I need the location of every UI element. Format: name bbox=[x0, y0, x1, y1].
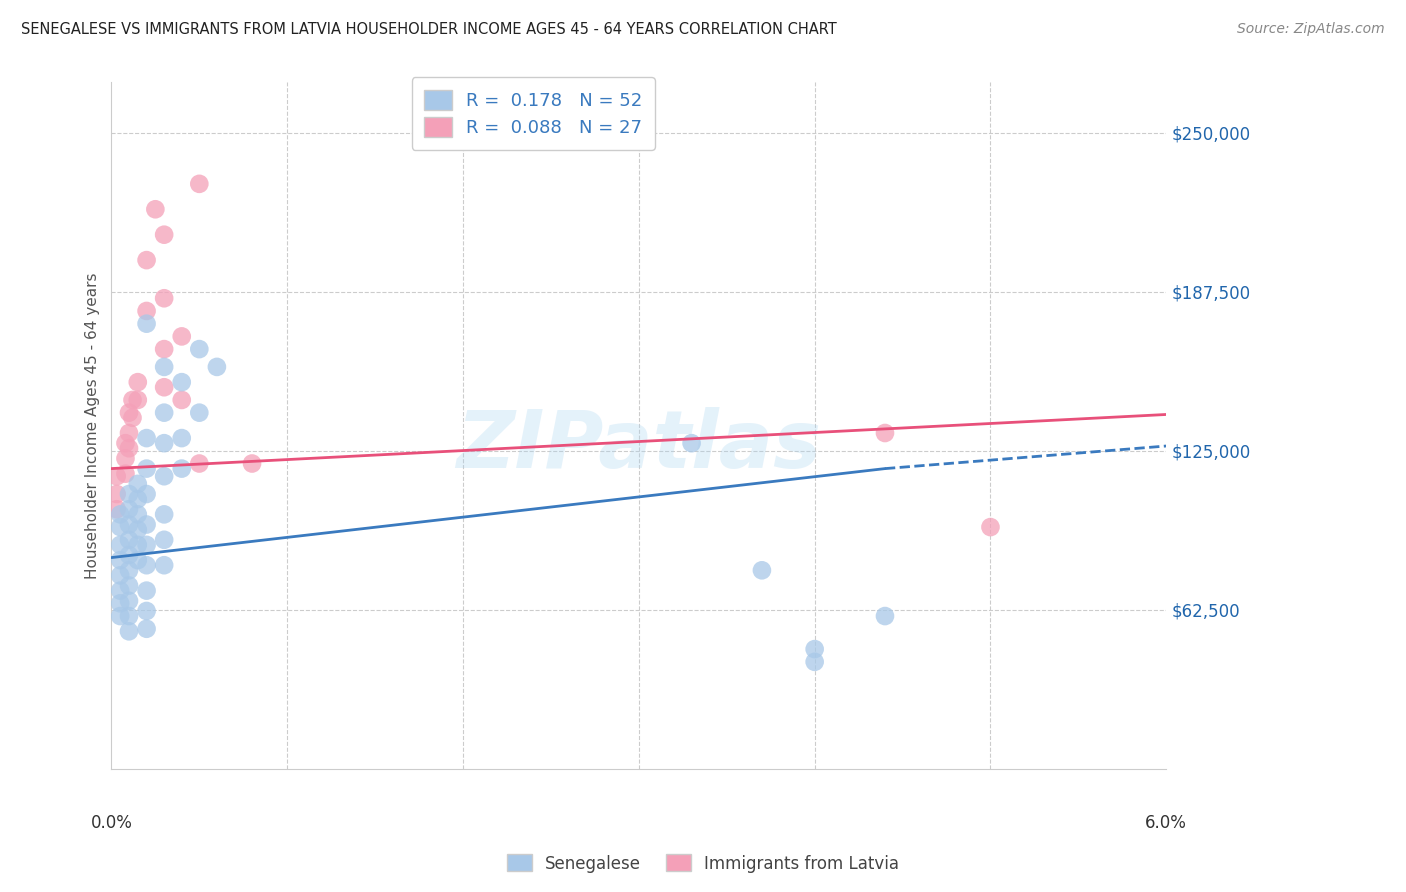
Point bbox=[135, 583, 157, 598]
Point bbox=[127, 392, 149, 407]
Y-axis label: Householder Income Ages 45 - 64 years: Householder Income Ages 45 - 64 years bbox=[86, 272, 100, 579]
Point bbox=[114, 436, 136, 450]
Point bbox=[114, 467, 136, 481]
Point bbox=[153, 558, 176, 573]
Point bbox=[105, 502, 128, 516]
Point bbox=[118, 517, 141, 532]
Text: 6.0%: 6.0% bbox=[1146, 814, 1187, 832]
Point bbox=[135, 317, 157, 331]
Point bbox=[135, 622, 157, 636]
Point bbox=[873, 609, 896, 624]
Point bbox=[803, 642, 825, 657]
Point bbox=[118, 487, 141, 501]
Text: SENEGALESE VS IMMIGRANTS FROM LATVIA HOUSEHOLDER INCOME AGES 45 - 64 YEARS CORRE: SENEGALESE VS IMMIGRANTS FROM LATVIA HOU… bbox=[21, 22, 837, 37]
Point bbox=[127, 538, 149, 552]
Point bbox=[127, 492, 149, 507]
Point bbox=[153, 436, 176, 450]
Point bbox=[127, 553, 149, 567]
Point bbox=[127, 375, 149, 389]
Point bbox=[135, 538, 157, 552]
Point bbox=[153, 342, 176, 356]
Point bbox=[135, 487, 157, 501]
Point bbox=[118, 548, 141, 562]
Point bbox=[979, 520, 1001, 534]
Point bbox=[135, 604, 157, 618]
Point bbox=[135, 431, 157, 445]
Point bbox=[135, 517, 157, 532]
Point bbox=[108, 553, 131, 567]
Point bbox=[681, 436, 703, 450]
Point bbox=[170, 375, 193, 389]
Point bbox=[108, 538, 131, 552]
Point bbox=[121, 410, 143, 425]
Point bbox=[873, 425, 896, 440]
Point bbox=[153, 469, 176, 483]
Point bbox=[153, 508, 176, 522]
Point bbox=[188, 342, 211, 356]
Point bbox=[108, 568, 131, 582]
Point bbox=[108, 596, 131, 610]
Point bbox=[127, 523, 149, 537]
Point bbox=[153, 380, 176, 394]
Point bbox=[153, 227, 176, 242]
Point bbox=[118, 442, 141, 456]
Point bbox=[803, 655, 825, 669]
Point bbox=[135, 461, 157, 475]
Text: 0.0%: 0.0% bbox=[90, 814, 132, 832]
Point bbox=[153, 406, 176, 420]
Point bbox=[118, 425, 141, 440]
Text: Source: ZipAtlas.com: Source: ZipAtlas.com bbox=[1237, 22, 1385, 37]
Point bbox=[108, 508, 131, 522]
Legend: R =  0.178   N = 52, R =  0.088   N = 27: R = 0.178 N = 52, R = 0.088 N = 27 bbox=[412, 78, 655, 150]
Point bbox=[118, 578, 141, 592]
Point bbox=[108, 520, 131, 534]
Point bbox=[153, 291, 176, 305]
Point bbox=[135, 253, 157, 268]
Point bbox=[114, 451, 136, 466]
Point bbox=[135, 304, 157, 318]
Point bbox=[118, 594, 141, 608]
Point bbox=[170, 392, 193, 407]
Point bbox=[105, 487, 128, 501]
Point bbox=[135, 558, 157, 573]
Point bbox=[188, 457, 211, 471]
Point bbox=[127, 508, 149, 522]
Point bbox=[170, 329, 193, 343]
Point bbox=[751, 563, 773, 577]
Point bbox=[118, 563, 141, 577]
Point bbox=[105, 469, 128, 483]
Point bbox=[118, 533, 141, 547]
Point bbox=[108, 609, 131, 624]
Point bbox=[153, 533, 176, 547]
Point bbox=[153, 359, 176, 374]
Point bbox=[205, 359, 228, 374]
Point bbox=[118, 624, 141, 639]
Point bbox=[108, 583, 131, 598]
Point bbox=[118, 406, 141, 420]
Point bbox=[127, 476, 149, 491]
Point bbox=[188, 177, 211, 191]
Text: ZIPatlas: ZIPatlas bbox=[457, 407, 821, 485]
Legend: Senegalese, Immigrants from Latvia: Senegalese, Immigrants from Latvia bbox=[501, 847, 905, 880]
Point bbox=[118, 502, 141, 516]
Point bbox=[170, 431, 193, 445]
Point bbox=[145, 202, 167, 217]
Point bbox=[188, 406, 211, 420]
Point bbox=[170, 461, 193, 475]
Point bbox=[118, 609, 141, 624]
Point bbox=[121, 392, 143, 407]
Point bbox=[240, 457, 263, 471]
